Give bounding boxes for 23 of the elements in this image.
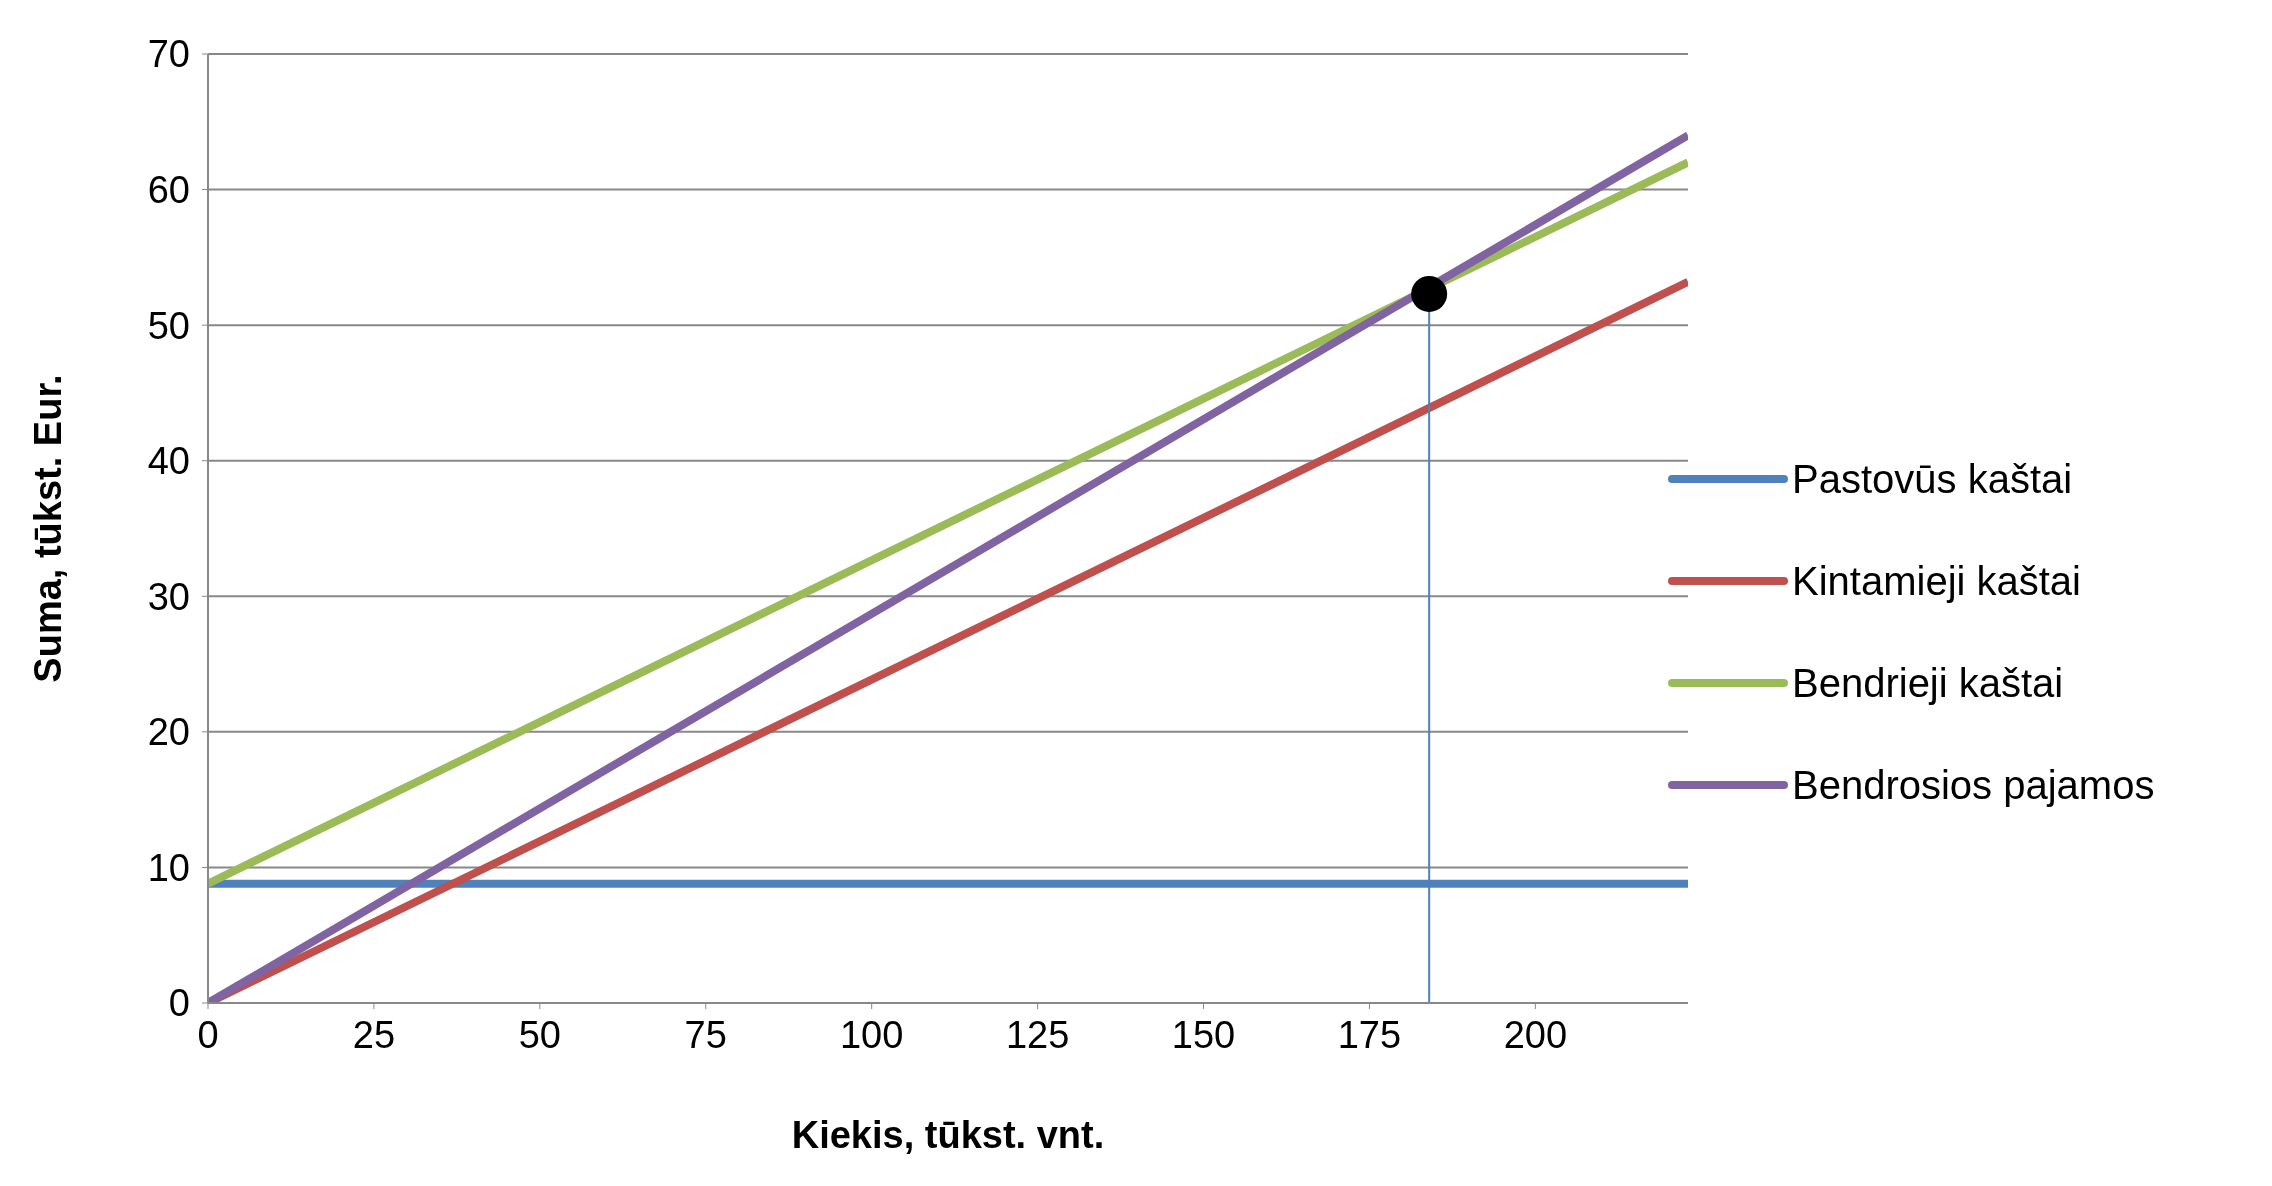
y-tick-label: 20 bbox=[147, 711, 190, 754]
legend-label: Kintamieji kaštai bbox=[1792, 558, 2082, 604]
y-tick-label: 70 bbox=[147, 33, 190, 76]
y-tick-label: 50 bbox=[147, 304, 190, 347]
legend-label: Pastovūs kaštai bbox=[1792, 456, 2073, 502]
legend-label: Bendrosios pajamos bbox=[1792, 762, 2155, 808]
y-tick-label: 60 bbox=[147, 169, 190, 212]
y-tick-label: 30 bbox=[147, 575, 190, 618]
x-axis-title: Kiekis, tūkst. vnt. bbox=[791, 1114, 1105, 1156]
y-axis-title: Suma, tūkst. Eur. bbox=[27, 374, 70, 683]
legend-label: Bendrieji kaštai bbox=[1792, 660, 2064, 706]
x-tick-label: 200 bbox=[1503, 1013, 1568, 1056]
y-tick-label: 10 bbox=[147, 846, 190, 889]
x-tick-label: 100 bbox=[839, 1013, 904, 1056]
y-tick-label: 0 bbox=[168, 982, 190, 1025]
x-tick-label: 150 bbox=[1171, 1013, 1236, 1056]
x-tick-label: 25 bbox=[352, 1013, 396, 1056]
x-tick-label: 75 bbox=[684, 1013, 727, 1056]
x-tick-label: 125 bbox=[1005, 1013, 1070, 1056]
x-tick-label: 50 bbox=[518, 1013, 561, 1056]
x-tick-label: 175 bbox=[1337, 1013, 1402, 1056]
y-tick-label: 40 bbox=[147, 440, 190, 483]
x-tick-label: 0 bbox=[197, 1013, 219, 1056]
